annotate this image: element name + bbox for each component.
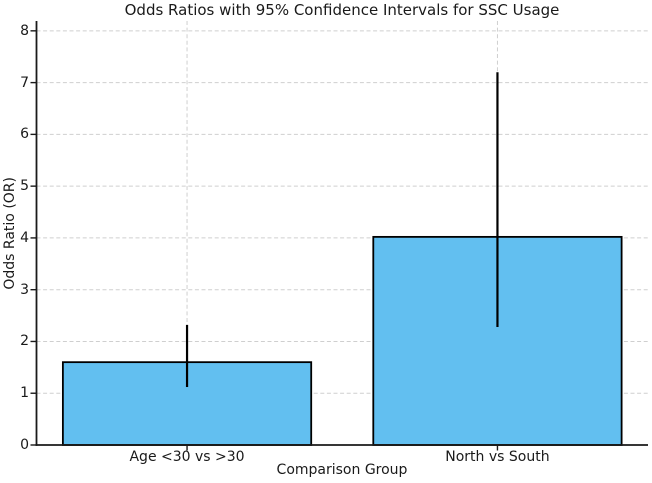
- y-tick-label-8: 8: [20, 22, 29, 39]
- y-tick-label-0: 0: [20, 437, 29, 453]
- x-tick-label-1: North vs South: [445, 449, 550, 465]
- chart-title: Odds Ratios with 95% Confidence Interval…: [124, 1, 560, 19]
- y-tick-label-6: 6: [20, 126, 29, 143]
- y-tick-label-1: 1: [20, 385, 29, 402]
- y-tick-label-3: 3: [20, 281, 29, 298]
- x-axis-label: Comparison Group: [276, 462, 408, 478]
- x-tick-label-0: Age <30 vs >30: [129, 449, 245, 465]
- y-tick-label-4: 4: [20, 229, 29, 246]
- y-tick-label-2: 2: [20, 333, 29, 350]
- y-tick-label-5: 5: [20, 178, 29, 195]
- y-tick-label-7: 7: [20, 74, 29, 91]
